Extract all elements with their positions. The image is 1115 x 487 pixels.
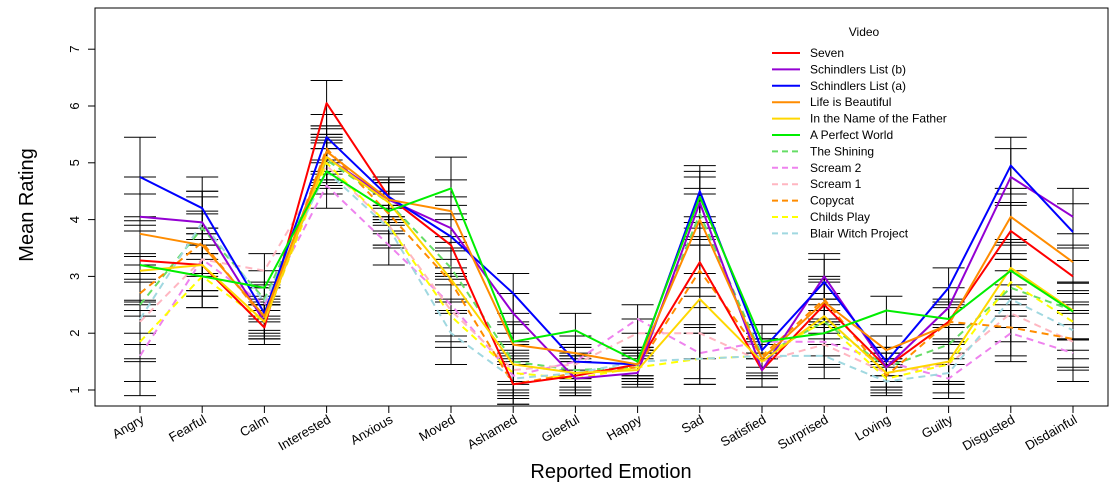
legend: Video Seven Schindlers List (b) Schindlers… (772, 25, 947, 240)
y-tick-label: 7 (67, 46, 82, 53)
series-line-life-is-beautiful (139, 150, 1074, 366)
legend-label: Schindlers List (a) (810, 79, 906, 93)
y-tick-label: 4 (67, 216, 82, 223)
x-tick-label: Anxious (348, 411, 396, 447)
legend-label: Life is Beautiful (810, 95, 891, 109)
x-tick-label: Disgusted (960, 412, 1018, 454)
series-lines (139, 102, 1074, 386)
x-tick-label: Disdainful (1023, 412, 1080, 454)
x-tick-label: Calm (237, 412, 271, 440)
y-tick-label: 2 (67, 330, 82, 337)
x-axis-title: Reported Emotion (530, 461, 691, 483)
series-line-in-the-name-of-the-father (139, 156, 1074, 374)
legend-title: Video (849, 25, 880, 39)
x-tick-label: Gleeful (539, 412, 582, 446)
legend-label: Blair Witch Project (810, 226, 909, 240)
x-tick-label: Fearful (166, 412, 209, 445)
x-axis: Angry Fearful Calm Interested Anxious Moved As… (110, 405, 1080, 454)
legend-label: Scream 2 (810, 161, 862, 175)
error-bars (124, 79, 1089, 405)
x-tick-label: Guilty (919, 411, 956, 441)
legend-label: Seven (810, 46, 844, 60)
y-tick-label: 3 (67, 273, 82, 280)
series-line-a-perfect-world (139, 170, 1074, 363)
x-tick-label: Satisfied (718, 412, 769, 450)
x-tick-label: Happy (604, 411, 644, 443)
x-tick-label: Interested (276, 412, 334, 454)
y-tick-label: 5 (67, 159, 82, 166)
legend-label: Copycat (810, 194, 855, 208)
legend-label: A Perfect World (810, 128, 893, 142)
y-tick-label: 1 (67, 386, 82, 393)
x-tick-label: Angry (110, 411, 147, 441)
x-tick-label: Ashamed (465, 412, 520, 452)
series-line-scream-1 (139, 164, 1074, 374)
series-line-childs-play (139, 161, 1074, 380)
legend-label: Scream 1 (810, 177, 862, 191)
legend-label: The Shining (810, 144, 874, 158)
series-line-schindlers-list-a- (139, 136, 1074, 366)
series-line-scream-2 (139, 184, 1074, 380)
series-line-seven (139, 102, 1074, 386)
x-tick-label: Surprised (775, 412, 831, 453)
x-tick-label: Sad (679, 412, 707, 437)
y-tick-label: 6 (67, 102, 82, 109)
x-tick-label: Loving (852, 412, 893, 444)
y-axis-title: Mean Rating (16, 148, 38, 261)
plot-frame (94, 7, 1109, 407)
legend-label: Childs Play (810, 210, 870, 224)
legend-label: In the Name of the Father (810, 112, 947, 126)
y-axis: 1 2 3 4 5 6 7 (67, 46, 96, 394)
x-tick-label: Moved (416, 412, 457, 445)
legend-label: Schindlers List (b) (810, 62, 906, 76)
